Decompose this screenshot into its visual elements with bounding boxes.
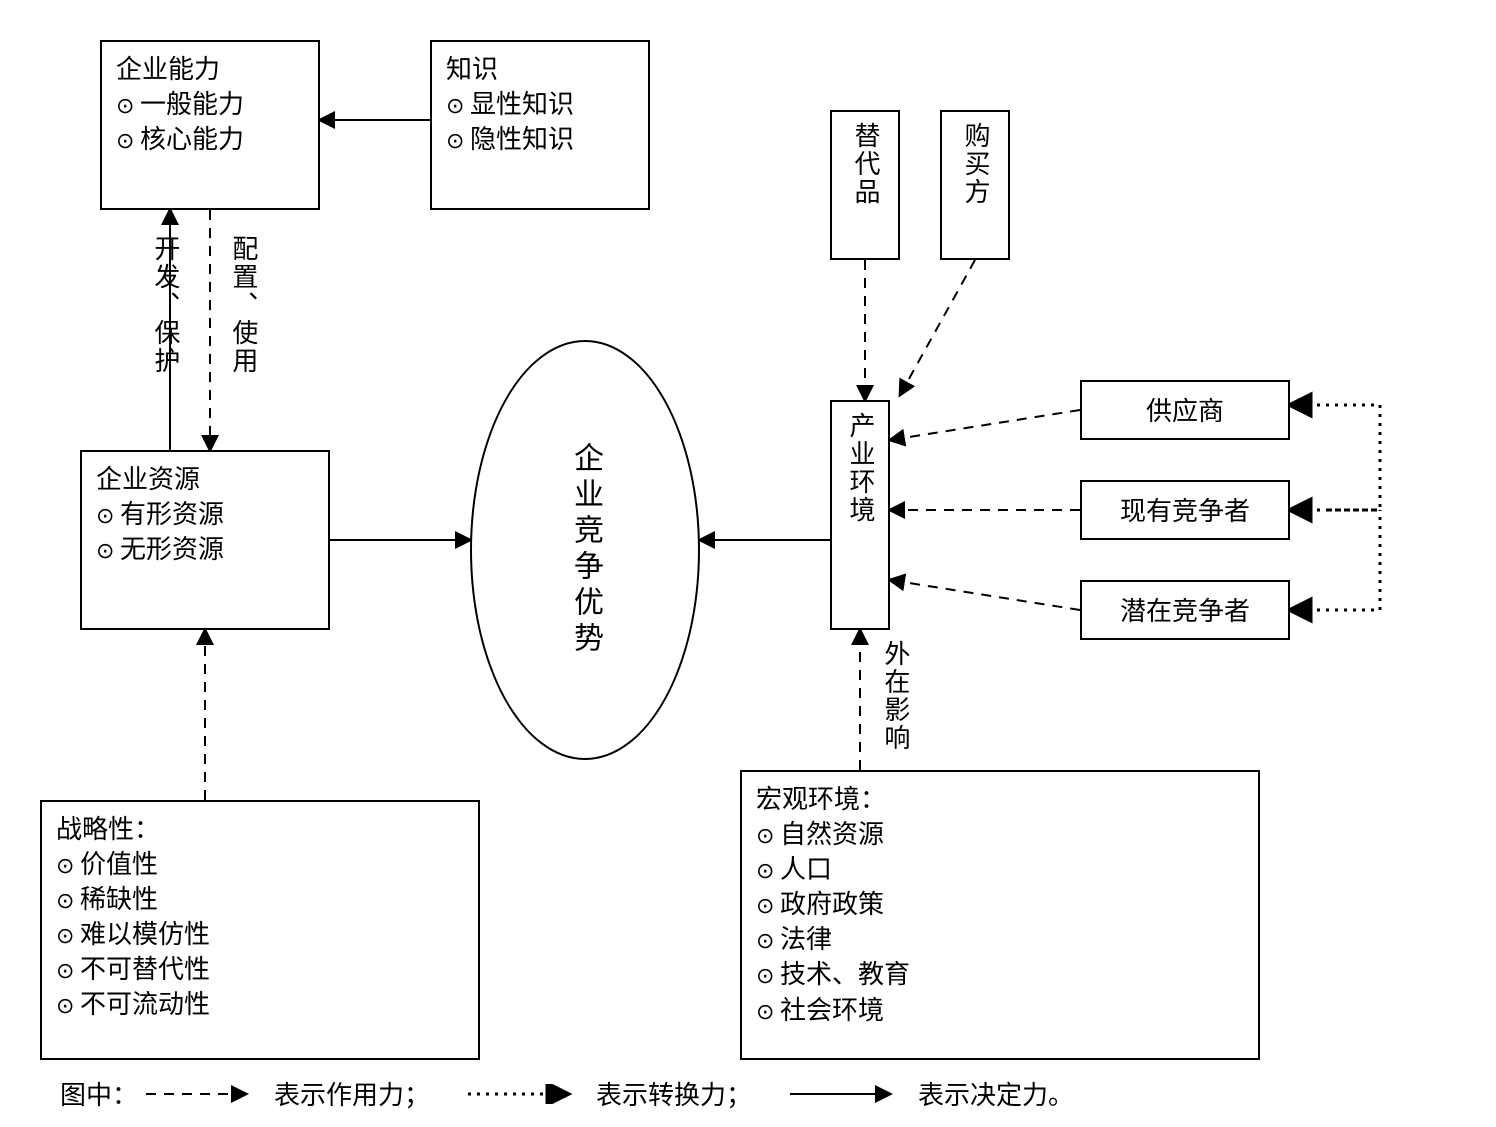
strategic-item-3: 不可替代性 bbox=[56, 952, 464, 987]
resources-item-1: 无形资源 bbox=[96, 532, 314, 567]
macro-item-2: 政府政策 bbox=[756, 887, 1244, 922]
edge-dotted_suppliers_out bbox=[1290, 405, 1380, 510]
macro-item-3: 法律 bbox=[756, 922, 1244, 957]
strategic-item-0: 价值性 bbox=[56, 847, 464, 882]
node-macro-env: 宏观环境： 自然资源 人口 政府政策 法律 技术、教育 社会环境 bbox=[740, 770, 1260, 1060]
substitutes-label: 替代品 bbox=[850, 122, 880, 206]
resources-title: 企业资源 bbox=[96, 462, 314, 497]
label-configure-use: 配置、使用 bbox=[228, 235, 258, 375]
legend-dotted-label: 表示转换力； bbox=[596, 1075, 752, 1112]
capability-title: 企业能力 bbox=[116, 52, 304, 87]
macro-item-4: 技术、教育 bbox=[756, 957, 1244, 992]
buyers-label: 购买方 bbox=[960, 122, 990, 206]
node-industry-env: 产业环境 bbox=[830, 400, 890, 630]
node-buyers: 购买方 bbox=[940, 110, 1010, 260]
node-resources: 企业资源 有形资源 无形资源 bbox=[80, 450, 330, 630]
edge-buyers_to_industry bbox=[900, 260, 975, 395]
strategic-title: 战略性： bbox=[56, 812, 464, 847]
legend-dashed-icon bbox=[146, 1084, 266, 1104]
suppliers-label: 供应商 bbox=[1146, 397, 1224, 426]
node-strategic: 战略性： 价值性 稀缺性 难以模仿性 不可替代性 不可流动性 bbox=[40, 800, 480, 1060]
node-advantage: 企业竞争优势 bbox=[470, 340, 700, 760]
label-develop-protect: 开发、保护 bbox=[150, 235, 180, 375]
advantage-label: 企业竞争优势 bbox=[563, 442, 607, 658]
strategic-item-4: 不可流动性 bbox=[56, 987, 464, 1022]
strategic-item-1: 稀缺性 bbox=[56, 882, 464, 917]
node-substitutes: 替代品 bbox=[830, 110, 900, 260]
node-existing-competitors: 现有竞争者 bbox=[1080, 480, 1290, 540]
legend-dotted-icon bbox=[468, 1084, 588, 1104]
strategic-item-2: 难以模仿性 bbox=[56, 917, 464, 952]
macro-item-5: 社会环境 bbox=[756, 993, 1244, 1028]
node-knowledge: 知识 显性知识 隐性知识 bbox=[430, 40, 650, 210]
legend: 图中： 表示作用力； 表示转换力； 表示决定力。 bbox=[60, 1075, 1074, 1112]
edge-suppliers_to_industry bbox=[890, 410, 1080, 440]
capability-item-1: 核心能力 bbox=[116, 122, 304, 157]
edge-potential_to_industry bbox=[890, 580, 1080, 610]
macro-title: 宏观环境： bbox=[756, 782, 1244, 817]
industry-env-label: 产业环境 bbox=[845, 412, 875, 524]
competitive-advantage-diagram: 企业能力 一般能力 核心能力 知识 显性知识 隐性知识 企业资源 有形资源 无形… bbox=[0, 0, 1496, 1127]
macro-item-1: 人口 bbox=[756, 852, 1244, 887]
potential-label: 潜在竞争者 bbox=[1120, 597, 1250, 626]
node-capability: 企业能力 一般能力 核心能力 bbox=[100, 40, 320, 210]
knowledge-item-1: 隐性知识 bbox=[446, 122, 634, 157]
edge-dotted_potential_out bbox=[1290, 510, 1380, 610]
resources-item-0: 有形资源 bbox=[96, 497, 314, 532]
legend-prefix: 图中： bbox=[60, 1075, 138, 1112]
knowledge-title: 知识 bbox=[446, 52, 634, 87]
node-suppliers: 供应商 bbox=[1080, 380, 1290, 440]
label-external-influence: 外在影响 bbox=[880, 640, 910, 752]
knowledge-item-0: 显性知识 bbox=[446, 87, 634, 122]
macro-item-0: 自然资源 bbox=[756, 817, 1244, 852]
legend-solid-icon bbox=[790, 1084, 910, 1104]
legend-solid-label: 表示决定力。 bbox=[918, 1075, 1074, 1112]
existing-label: 现有竞争者 bbox=[1120, 497, 1250, 526]
legend-dashed-label: 表示作用力； bbox=[274, 1075, 430, 1112]
capability-item-0: 一般能力 bbox=[116, 87, 304, 122]
node-potential-competitors: 潜在竞争者 bbox=[1080, 580, 1290, 640]
